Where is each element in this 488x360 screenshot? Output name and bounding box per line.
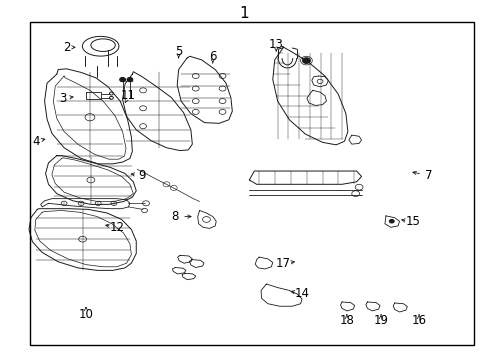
Circle shape (127, 77, 133, 82)
Text: 2: 2 (62, 41, 70, 54)
Text: 14: 14 (294, 287, 309, 300)
Text: 7: 7 (424, 169, 432, 182)
Text: 4: 4 (32, 135, 40, 148)
Text: 15: 15 (405, 215, 419, 229)
Text: 10: 10 (79, 308, 93, 321)
Text: 12: 12 (109, 221, 124, 234)
Circle shape (120, 77, 125, 82)
Circle shape (388, 220, 393, 223)
Text: 11: 11 (121, 89, 136, 102)
Text: 3: 3 (60, 92, 67, 105)
Text: 8: 8 (171, 210, 179, 223)
Text: 6: 6 (209, 50, 216, 63)
Text: 9: 9 (138, 169, 145, 182)
Text: 13: 13 (268, 38, 283, 51)
Text: 16: 16 (411, 314, 426, 327)
Text: 17: 17 (275, 257, 290, 270)
Text: 18: 18 (339, 314, 354, 327)
Circle shape (302, 58, 310, 63)
Text: 1: 1 (239, 6, 249, 21)
Text: 5: 5 (175, 45, 182, 58)
Text: 19: 19 (373, 314, 388, 327)
